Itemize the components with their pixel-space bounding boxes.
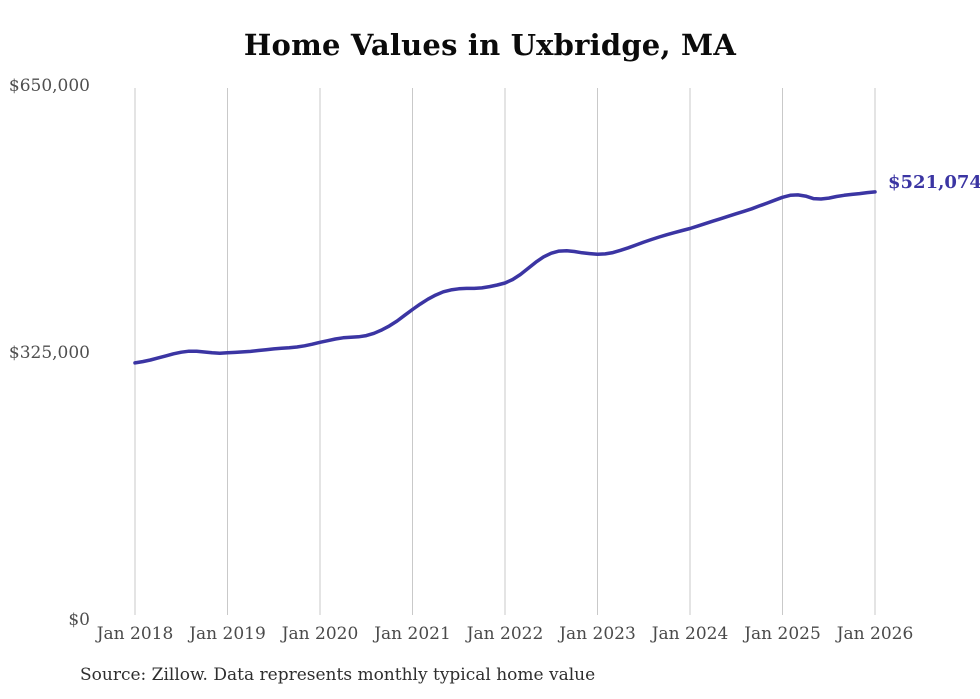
x-axis-label-jan-2025: Jan 2025 bbox=[744, 624, 821, 644]
x-axis-label-jan-2019: Jan 2019 bbox=[189, 624, 266, 644]
x-axis-label-jan-2020: Jan 2020 bbox=[281, 624, 359, 644]
source-note: Source: Zillow. Data represents monthly … bbox=[80, 665, 596, 685]
y-axis-label-325k: $325,000 bbox=[8, 343, 90, 363]
x-axis-label-jan-2022: Jan 2022 bbox=[466, 624, 544, 644]
x-axis-label-jan-2018: Jan 2018 bbox=[96, 624, 174, 644]
chart-title: Home Values in Uxbridge, MA bbox=[243, 28, 737, 62]
last-value-annotation: $521,074 bbox=[888, 171, 980, 193]
x-axis-label-jan-2024: Jan 2024 bbox=[651, 624, 729, 644]
x-axis-label-jan-2026: Jan 2026 bbox=[836, 624, 914, 644]
y-axis-label-0: $0 bbox=[68, 610, 90, 630]
x-axis-label-jan-2021: Jan 2021 bbox=[374, 624, 451, 644]
y-axis-label-650k: $650,000 bbox=[8, 76, 90, 96]
value-line bbox=[133, 190, 877, 365]
x-axis-label-jan-2023: Jan 2023 bbox=[559, 624, 636, 644]
